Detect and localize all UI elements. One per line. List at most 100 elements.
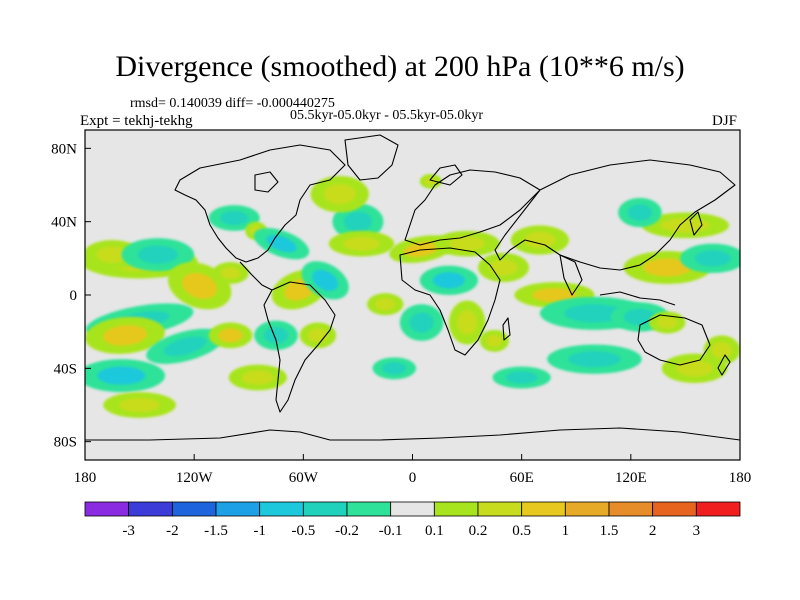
coast-north-america <box>174 144 346 263</box>
anomaly-contour-inner <box>97 366 146 385</box>
anomaly-cell <box>372 357 417 380</box>
coast-indonesia <box>599 291 676 306</box>
anomaly-contour-inner <box>564 304 625 323</box>
x-tick-label: 180 <box>74 470 97 486</box>
anomaly-contour-inner <box>694 250 731 267</box>
anomaly-cell <box>661 353 728 384</box>
colorbar-label: -2 <box>166 523 179 539</box>
coast-hudson <box>254 171 279 193</box>
anomaly-layer <box>85 174 740 418</box>
anomaly-contour-inner <box>424 177 437 186</box>
x-tick-label: 120E <box>615 470 647 486</box>
anomaly-contour-inner <box>403 241 440 257</box>
anomaly-contour-inner <box>137 245 178 264</box>
anomaly-contour-inner <box>103 325 147 346</box>
anomaly-contour-inner <box>627 204 652 221</box>
y-tick-label: 0 <box>70 288 78 304</box>
anomaly-cell <box>510 225 569 255</box>
anomaly-contour-inner <box>532 287 577 303</box>
colorbar-box <box>521 501 566 517</box>
anomaly-cell <box>448 300 486 345</box>
anomaly-cell <box>479 329 509 352</box>
anomaly-cell <box>478 252 529 283</box>
colorbar-box <box>695 501 741 517</box>
anomaly-cell <box>547 344 642 374</box>
season-label: DJF <box>712 113 738 129</box>
colorbar-label: 1 <box>562 523 570 539</box>
anomaly-cell <box>85 359 166 393</box>
anomaly-contour-inner <box>182 272 218 299</box>
colorbar-label: -0.1 <box>379 523 403 539</box>
anomaly-cell <box>618 197 662 228</box>
anomaly-cell <box>121 238 195 272</box>
x-tick-label: 60E <box>510 470 534 486</box>
y-tick-label: 40S <box>54 361 77 377</box>
anomaly-cell <box>310 175 369 213</box>
colorbar-box <box>171 501 217 517</box>
coast-greenland <box>344 134 399 181</box>
colorbar-box <box>477 501 523 517</box>
x-tick-label: 60W <box>289 470 319 486</box>
anomaly-cell <box>228 364 287 391</box>
anomaly-cell <box>328 230 395 257</box>
colorbar-box <box>259 501 304 517</box>
anomaly-contour-inner <box>375 298 396 311</box>
stats-label: rmsd= 0.140039 diff= -0.000440275 <box>130 96 335 111</box>
anomaly-cell <box>703 335 740 365</box>
y-tick-label: 80N <box>51 141 77 157</box>
coast-antarctica <box>85 427 740 441</box>
colorbar-box <box>128 501 173 517</box>
x-tick-label: 180 <box>729 470 752 486</box>
anomaly-contour-inner <box>96 246 129 263</box>
colorbar-label: -0.5 <box>291 523 315 539</box>
colorbar-label: -0.2 <box>335 523 359 539</box>
colorbar-boxes <box>84 501 741 517</box>
anomaly-cell <box>85 316 165 354</box>
period-label: 05.5kyr-05.0kyr - 05.5kyr-05.0kyr <box>290 108 484 123</box>
x-axis: 180 120W 60W 0 60E 120E 180 <box>74 454 752 486</box>
anomaly-contour-inner <box>657 316 678 329</box>
anomaly-contour-inner <box>409 312 434 333</box>
anomaly-contour-inner <box>457 310 478 335</box>
anomaly-contour-inner <box>568 351 621 368</box>
anomaly-contour-inner <box>489 259 518 276</box>
anomaly-contour-inner <box>343 211 372 232</box>
colorbar-box <box>215 501 261 517</box>
anomaly-cell <box>419 265 478 296</box>
colorbar-box <box>302 501 348 517</box>
anomaly-contour-inner <box>523 231 556 249</box>
colorbar-label: -1.5 <box>204 523 228 539</box>
colorbar-label: 1.5 <box>600 523 619 539</box>
anomaly-contour-inner <box>643 258 692 277</box>
coast-scandinavia <box>429 164 463 186</box>
y-tick-label: 80S <box>54 435 77 451</box>
x-tick-label: 120W <box>176 470 214 486</box>
anomaly-contour-inner <box>323 184 356 205</box>
anomaly-cell <box>254 320 298 351</box>
anomaly-contour-inner <box>312 269 339 291</box>
anomaly-cell <box>332 203 384 241</box>
anomaly-contour-inner <box>220 210 249 226</box>
coast-australia <box>637 314 711 366</box>
anomaly-contour-inner <box>218 328 243 343</box>
figure-title: Divergence (smoothed) at 200 hPa (10**6 … <box>115 50 685 83</box>
anomaly-cell <box>419 174 442 189</box>
anomaly-contour-inner <box>220 266 241 280</box>
anomaly-cell <box>492 366 551 389</box>
coast-madagascar <box>502 317 511 341</box>
anomaly-cell <box>399 304 444 341</box>
colorbar-box <box>652 501 697 517</box>
coast-africa <box>399 247 501 356</box>
y-tick-label: 40N <box>51 215 77 231</box>
anomaly-cell <box>103 392 176 418</box>
anomaly-contour-inner <box>676 360 713 377</box>
colorbar-box <box>390 501 435 517</box>
coast-central-america <box>239 261 273 291</box>
colorbar-box <box>433 501 479 517</box>
anomaly-cell <box>367 293 404 316</box>
colorbar-label: -1 <box>253 523 266 539</box>
anomaly-contour-inner <box>343 236 380 251</box>
anomaly-contour-inner <box>264 327 289 344</box>
coast-europe <box>404 169 541 246</box>
anomaly-cell <box>641 212 730 239</box>
